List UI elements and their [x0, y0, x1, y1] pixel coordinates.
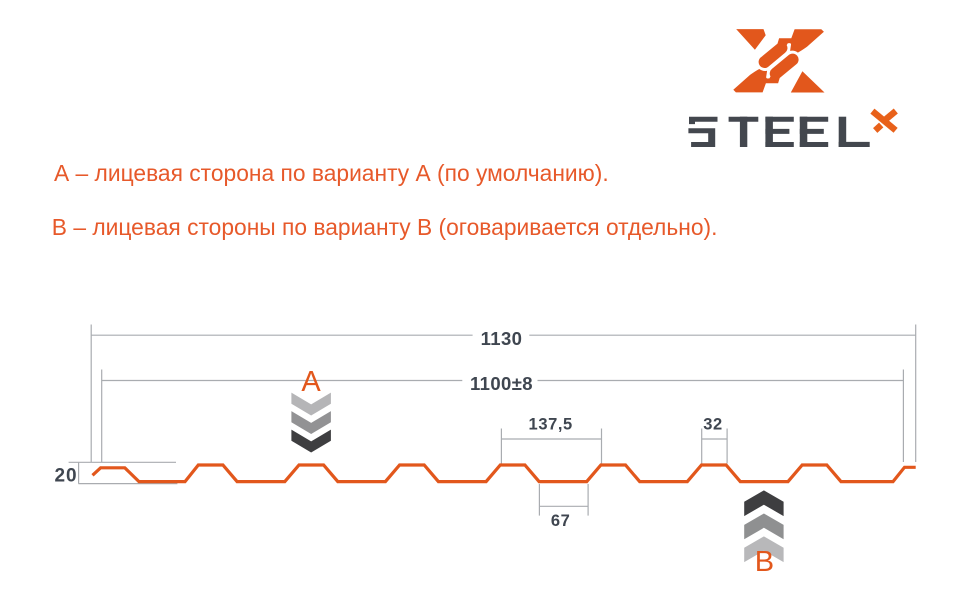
svg-text:137,5: 137,5	[529, 416, 573, 434]
svg-text:32: 32	[703, 416, 723, 434]
svg-text:67: 67	[551, 512, 571, 530]
svg-text:В: В	[755, 546, 774, 578]
svg-text:1130: 1130	[481, 328, 523, 349]
svg-text:А: А	[301, 366, 321, 398]
svg-text:20: 20	[55, 466, 78, 487]
svg-text:1100±8: 1100±8	[470, 373, 533, 394]
